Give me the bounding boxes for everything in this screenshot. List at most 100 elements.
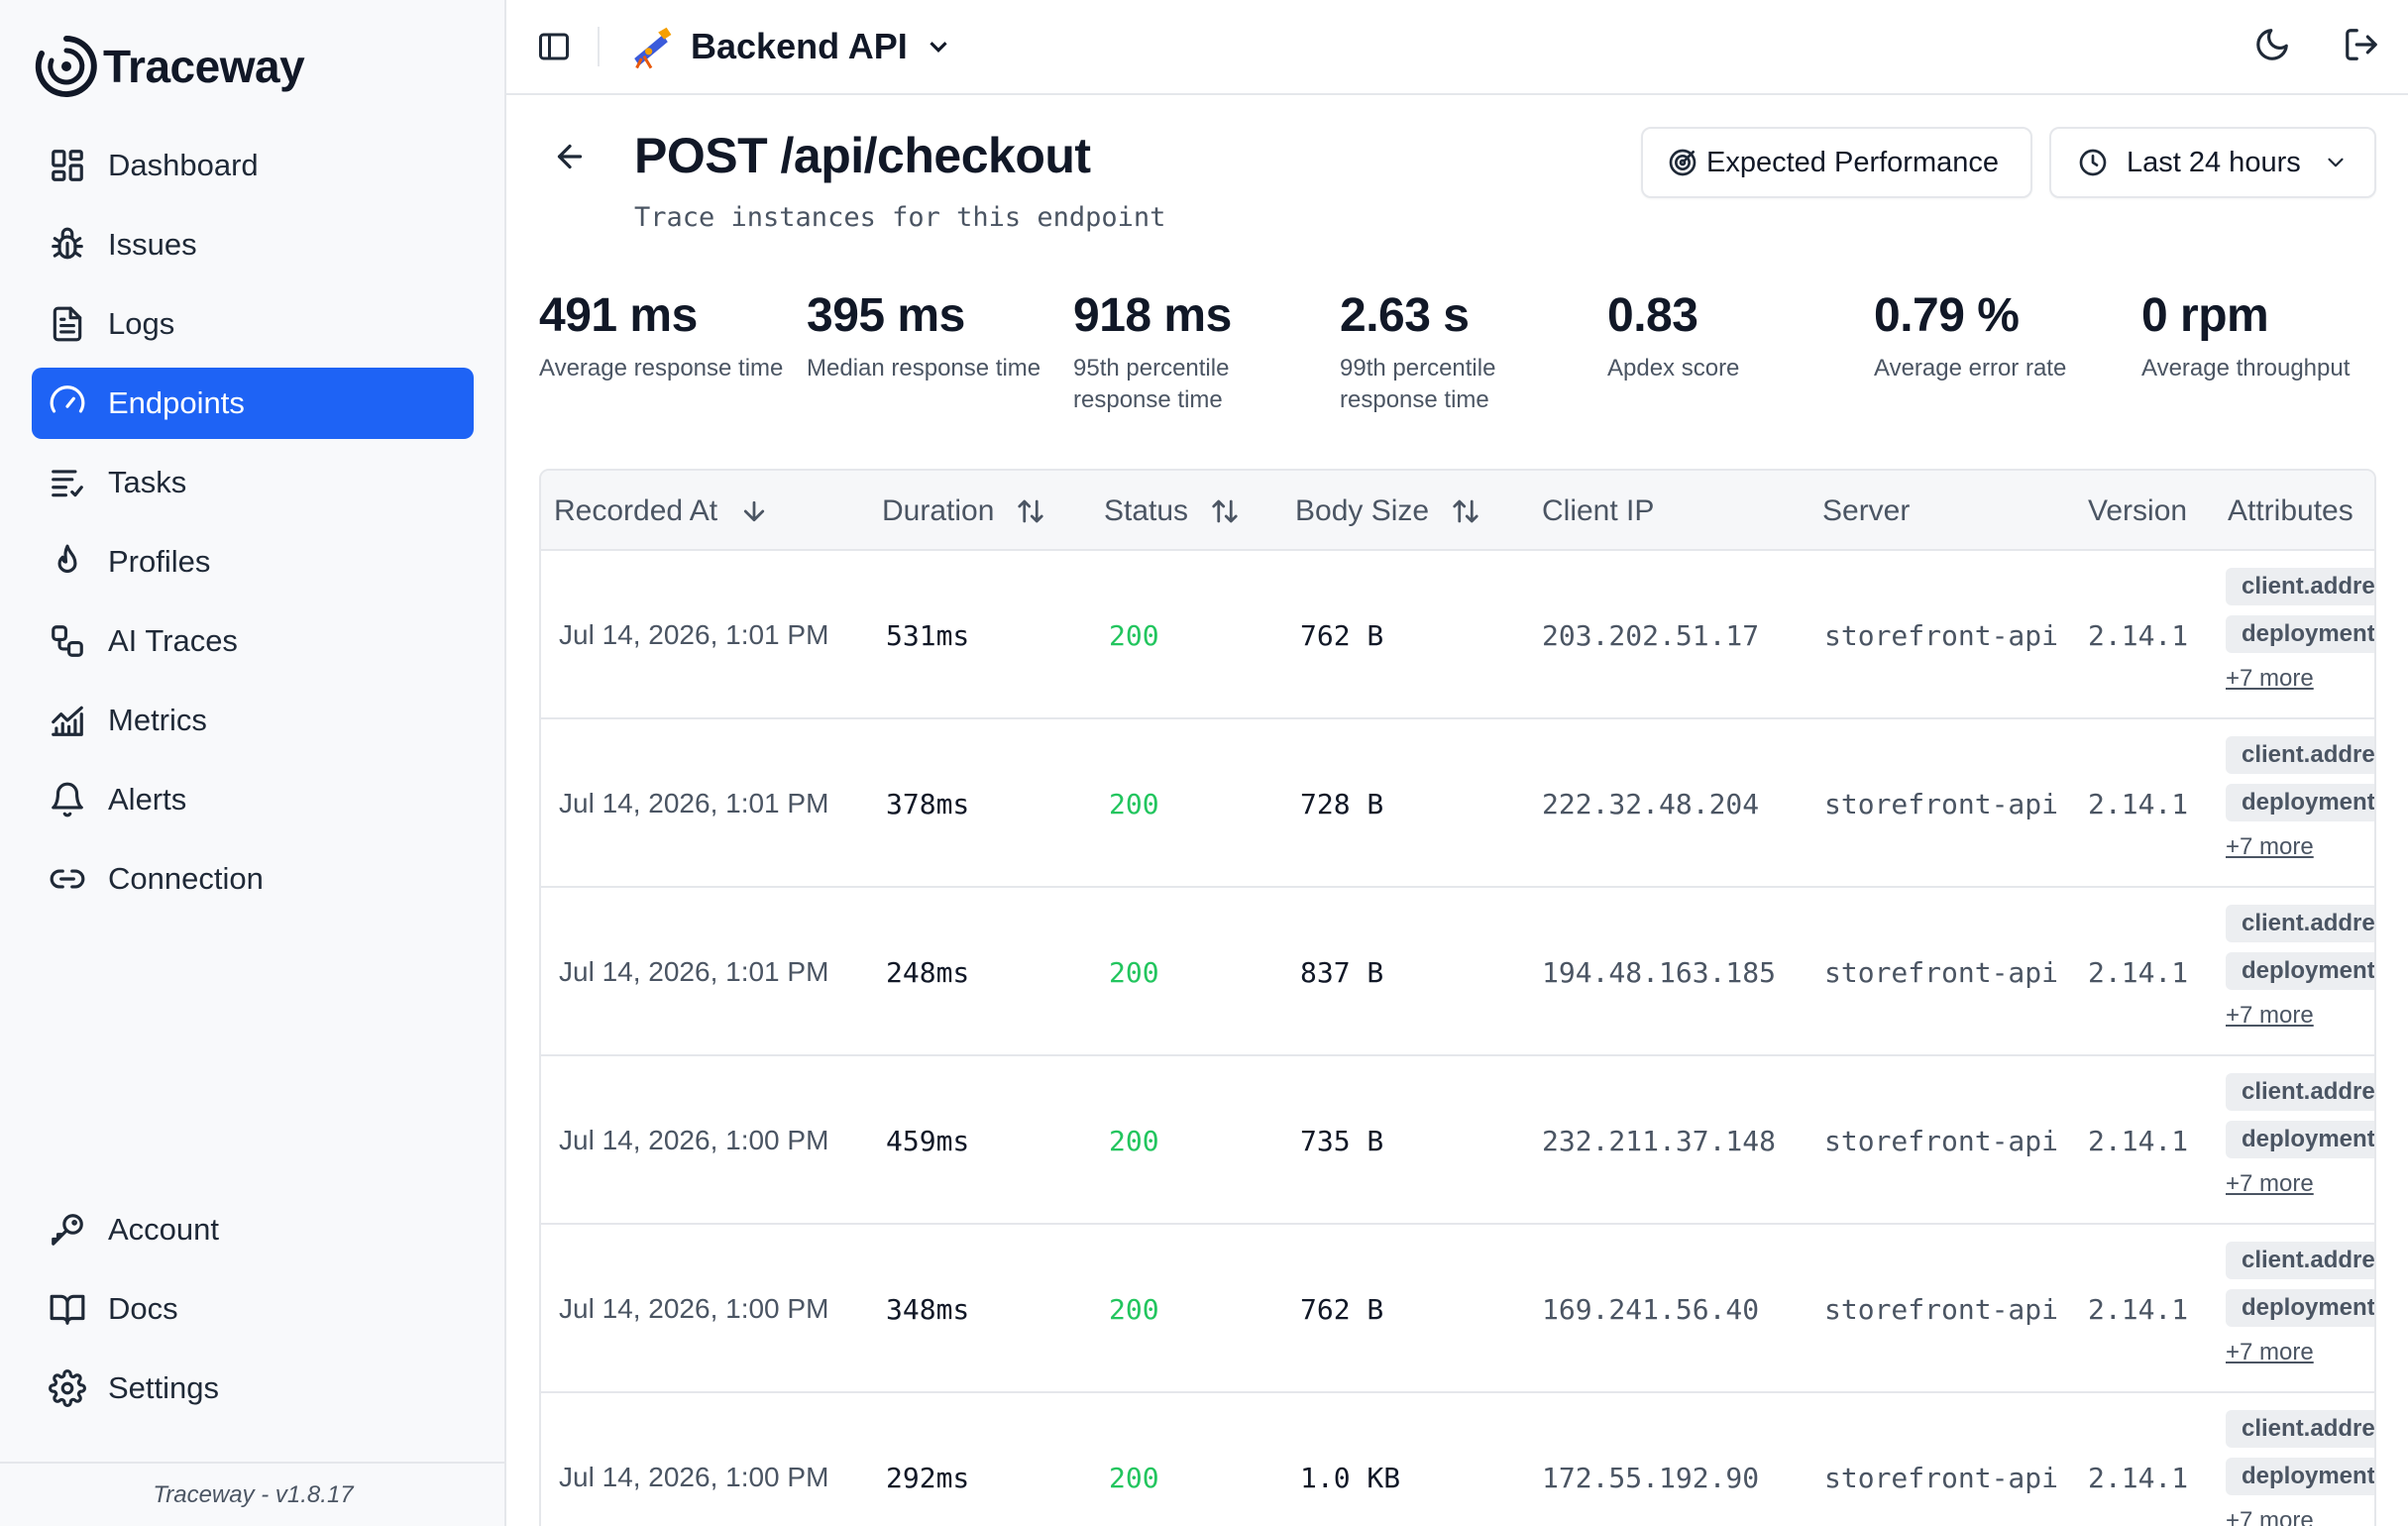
stat-label: Median response time [807,355,1041,382]
sidebar-toggle-icon[interactable] [536,29,572,64]
cell-version: 2.14.1 [2088,955,2189,989]
nav-item-endpoints[interactable]: Endpoints [32,368,474,439]
stat-p95-response: 918 ms 95th percentile response time [1073,283,1321,416]
cell-status: 200 [1109,1292,1159,1326]
nav-item-tasks[interactable]: Tasks [32,447,474,518]
more-attributes-link[interactable]: +7 more [2226,833,2314,860]
nav-item-profiles[interactable]: Profiles [32,526,474,598]
stat-apdex: 0.83 Apdex score [1607,283,1855,384]
cell-client-ip: 203.202.51.17 [1542,618,1760,652]
attribute-chip: deployment [2226,952,2374,990]
attribute-chip: deployment [2226,1121,2374,1158]
cell-client-ip: 169.241.56.40 [1542,1292,1760,1326]
stat-value: 0.79 % [1874,289,2020,342]
expected-performance-button[interactable]: Expected Performance [1641,127,2032,198]
cell-body-size: 762 B [1300,618,1384,652]
cell-attributes: client.address deployment +7 more [2226,1410,2374,1526]
gear-icon [49,1369,86,1407]
cell-status: 200 [1109,1124,1159,1157]
attribute-chip: client.address [2226,905,2374,942]
table-row[interactable]: Jul 14, 2026, 1:00 PM 292ms 200 1.0 KB 1… [541,1393,2374,1526]
nav-label: Settings [108,1370,220,1405]
column-label: Version [2088,493,2188,527]
attribute-chip: client.address [2226,1410,2374,1448]
target-icon [1669,149,1697,176]
cell-server: storefront-api [1824,1292,2059,1326]
more-attributes-link[interactable]: +7 more [2226,665,2314,692]
column-attributes: Attributes [2228,471,2353,551]
nav-item-account[interactable]: Account [32,1194,474,1265]
more-attributes-link[interactable]: +7 more [2226,1170,2314,1197]
stat-value: 491 ms [539,289,698,342]
telescope-icon [634,27,672,69]
nav-item-docs[interactable]: Docs [32,1273,474,1345]
nav-label: Profiles [108,544,211,579]
cell-server: storefront-api [1824,787,2059,820]
clock-icon [2079,149,2107,176]
cell-recorded-at: Jul 14, 2026, 1:00 PM [559,1462,829,1492]
stat-value: 918 ms [1073,289,1232,342]
more-attributes-link[interactable]: +7 more [2226,1507,2314,1526]
logout-icon[interactable] [2343,26,2380,63]
stat-value: 2.63 s [1340,289,1470,342]
back-arrow-icon[interactable] [552,139,588,174]
cell-recorded-at: Jul 14, 2026, 1:01 PM [559,956,829,987]
stat-median-response: 395 ms Median response time [807,283,1054,384]
nav-label: AI Traces [108,623,238,658]
cell-client-ip: 172.55.192.90 [1542,1461,1760,1494]
key-icon [52,1214,83,1246]
nav-label: Alerts [108,782,187,817]
arrow-down-icon [743,500,765,521]
app-logo[interactable]: Traceway [34,32,305,101]
nav-item-metrics[interactable]: Metrics [32,685,474,756]
column-duration[interactable]: Duration [882,471,1045,551]
cell-attributes: client.address deployment +7 more [2226,1073,2374,1198]
traces-table: Recorded At Duration Status Body Size Cl… [539,469,2376,1526]
cell-duration: 292ms [886,1461,970,1494]
cell-body-size: 735 B [1300,1124,1384,1157]
table-row[interactable]: Jul 14, 2026, 1:01 PM 531ms 200 762 B 20… [541,551,2374,719]
more-attributes-link[interactable]: +7 more [2226,1002,2314,1029]
time-range-select[interactable]: Last 24 hours [2049,127,2376,198]
chart-line-icon [52,706,83,736]
nav-label: Logs [108,306,175,341]
table-row[interactable]: Jul 14, 2026, 1:00 PM 459ms 200 735 B 23… [541,1056,2374,1225]
cell-version: 2.14.1 [2088,1292,2189,1326]
attribute-chip: deployment [2226,1458,2374,1495]
cell-body-size: 1.0 KB [1300,1461,1401,1494]
stat-label: 95th percentile response time [1073,355,1230,413]
project-name: Backend API [691,26,908,66]
nav-item-connection[interactable]: Connection [32,843,474,915]
table-header: Recorded At Duration Status Body Size Cl… [541,471,2374,551]
nav-label: Dashboard [108,148,259,182]
column-label: Duration [882,493,995,527]
table-row[interactable]: Jul 14, 2026, 1:00 PM 348ms 200 762 B 16… [541,1225,2374,1393]
stat-error-rate: 0.79 % Average error rate [1874,283,2122,384]
workflow-icon [52,625,83,657]
nav-item-alerts[interactable]: Alerts [32,764,474,835]
time-range-label: Last 24 hours [2127,146,2301,178]
nav-item-ai-traces[interactable]: AI Traces [32,605,474,677]
nav-label: Account [108,1212,220,1247]
cell-duration: 531ms [886,618,970,652]
app-name: Traceway [103,41,305,92]
more-attributes-link[interactable]: +7 more [2226,1339,2314,1365]
column-status[interactable]: Status [1104,471,1240,551]
moon-icon[interactable] [2253,26,2291,63]
table-row[interactable]: Jul 14, 2026, 1:01 PM 248ms 200 837 B 19… [541,888,2374,1056]
column-body-size[interactable]: Body Size [1295,471,1480,551]
cell-version: 2.14.1 [2088,1461,2189,1494]
cell-duration: 459ms [886,1124,970,1157]
nav-item-logs[interactable]: Logs [32,288,474,360]
nav-item-dashboard[interactable]: Dashboard [32,130,474,201]
cell-recorded-at: Jul 14, 2026, 1:00 PM [559,1293,829,1324]
table-row[interactable]: Jul 14, 2026, 1:01 PM 378ms 200 728 B 22… [541,719,2374,888]
nav-item-settings[interactable]: Settings [32,1353,474,1424]
list-tasks-icon [52,470,83,497]
cell-duration: 348ms [886,1292,970,1326]
column-label: Status [1104,493,1189,527]
nav-item-issues[interactable]: Issues [32,209,474,280]
project-selector[interactable]: Backend API [627,23,953,70]
divider [598,27,600,66]
column-recorded-at[interactable]: Recorded At [554,471,769,551]
